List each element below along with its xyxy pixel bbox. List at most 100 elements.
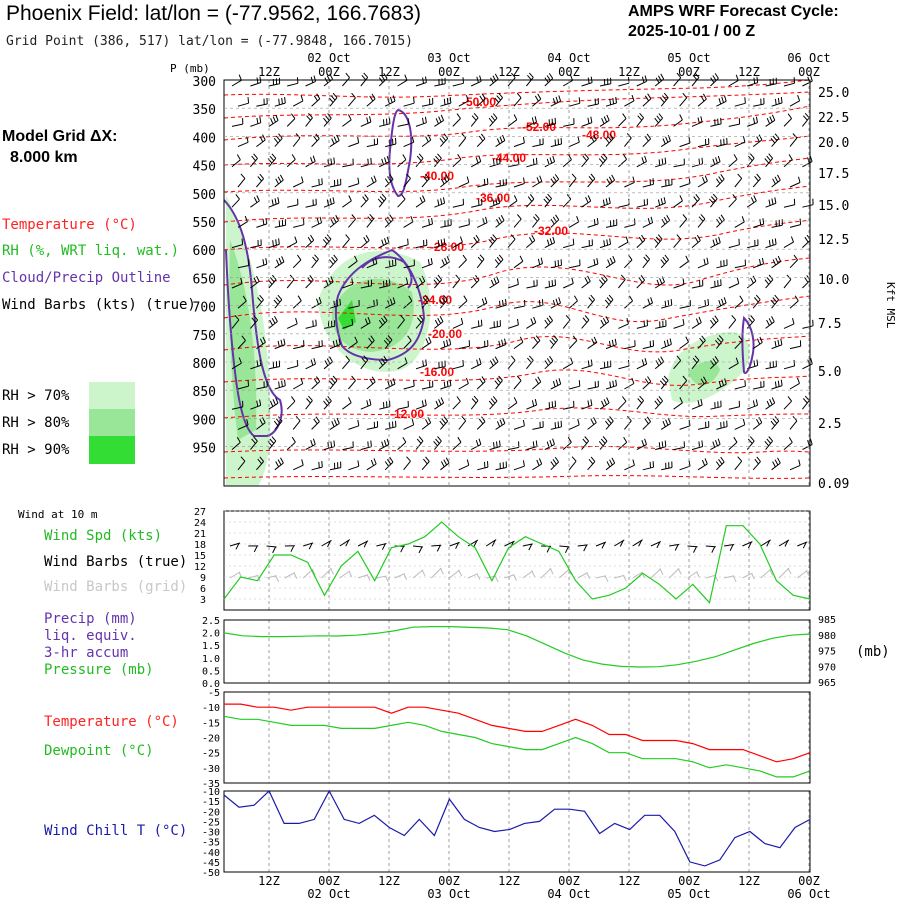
wind-barb	[403, 136, 415, 148]
pressure-tick: 500	[193, 188, 216, 203]
wind-barb	[305, 112, 313, 127]
pressure-tick-right: 980	[818, 631, 836, 642]
wind-barb	[495, 134, 506, 148]
height-tick: 20.0	[818, 136, 849, 151]
wind-barb	[691, 157, 704, 168]
wind-barb-grid	[449, 569, 463, 579]
wind-barb	[489, 157, 501, 168]
temperature-contour	[223, 257, 811, 286]
wind-barb	[746, 436, 755, 450]
wind-barb	[476, 297, 488, 309]
top-date-label: 03 Oct	[427, 51, 470, 65]
top-hour-label: 00Z	[558, 65, 580, 79]
wind-barb	[274, 338, 286, 350]
pressure-tick: 400	[193, 131, 216, 146]
wind-barb	[526, 157, 538, 168]
wind-barb	[765, 238, 777, 249]
height-tick: 7.5	[818, 317, 841, 332]
wind-barb	[328, 375, 338, 390]
wind-barb	[544, 315, 554, 329]
wind-barb	[581, 315, 590, 329]
wind-barb	[434, 114, 445, 127]
wind-barb	[581, 399, 593, 410]
wind-barb	[494, 254, 504, 269]
windchill-tick: -25	[202, 817, 220, 828]
wind-barb	[642, 416, 652, 430]
wind-barb	[440, 457, 450, 471]
wind-barb	[581, 195, 592, 208]
wind-barb	[563, 400, 575, 410]
pressure-line	[223, 626, 811, 668]
wind-barb	[642, 254, 650, 269]
wind-barb	[568, 418, 580, 430]
wind-barb	[753, 257, 764, 269]
wind-barb	[636, 234, 646, 248]
wind-barb	[348, 92, 356, 107]
wind-barb	[710, 400, 722, 410]
wind-barb	[286, 113, 296, 127]
wind-barb	[458, 218, 470, 228]
windchill-tick: -35	[202, 838, 220, 849]
wind-barb	[489, 276, 500, 289]
wind-barb	[378, 236, 390, 249]
wind-barb	[237, 215, 248, 228]
wind-barb	[673, 318, 685, 329]
bottom-date-label: 06 Oct	[787, 887, 830, 900]
wind-barb	[716, 297, 727, 309]
wind-barb	[655, 320, 667, 329]
wind-barb	[568, 295, 578, 309]
wind10-title: Wind at 10 m	[18, 508, 98, 521]
label-pressure-unit: (mb)	[856, 644, 890, 660]
wind-barb	[661, 178, 673, 188]
temp-tick: -10	[202, 703, 220, 714]
wind-barb	[783, 236, 794, 249]
wind-barb	[581, 275, 591, 289]
wind-barb	[366, 458, 377, 471]
wind-barb	[268, 360, 281, 370]
wind-barb	[618, 154, 628, 168]
temp-panel-frame	[223, 691, 811, 784]
wind-barb	[691, 235, 701, 248]
wind-barb	[256, 134, 266, 147]
bottom-hour-label: 00Z	[558, 874, 580, 888]
wind-barb	[305, 358, 316, 370]
top-hour-label: 12Z	[378, 65, 400, 79]
wind-barb	[587, 380, 599, 390]
wind-barb	[710, 236, 721, 249]
wind-barb	[581, 76, 593, 87]
wind-barb	[360, 194, 369, 208]
wind-barb	[673, 234, 682, 248]
wind-barb	[562, 436, 572, 450]
wind-barb	[477, 340, 489, 350]
wind-barb-true	[431, 544, 442, 552]
wind-barb	[489, 356, 499, 370]
wind-barb	[605, 174, 616, 188]
temperature-contour	[223, 105, 811, 141]
wind-barb	[783, 359, 796, 370]
wind-barb	[231, 238, 244, 249]
wind-barb	[746, 315, 755, 329]
wind-barb	[384, 378, 396, 390]
legend-rh: RH (%, WRT liq. wat.)	[2, 243, 180, 259]
wind-barb	[495, 417, 506, 430]
wind-barb-true	[467, 539, 479, 547]
model-grid-label: Model Grid ΔX:	[2, 128, 118, 145]
label-precip-1: Precip (mm)	[44, 611, 137, 627]
wind-barb	[513, 419, 525, 430]
wind-barb	[231, 400, 244, 410]
wind-barb-grid	[522, 570, 536, 579]
wind-barb	[323, 197, 335, 208]
wind-barb	[710, 356, 719, 370]
pressure-tick: 800	[193, 357, 216, 372]
wind-barbs-upper	[231, 72, 814, 471]
wind-barb	[765, 360, 777, 370]
wind-barb	[415, 275, 426, 289]
wind-barb	[710, 279, 722, 289]
wind-barb-grid	[577, 572, 591, 579]
temperature-contour	[223, 407, 811, 419]
wind-barb	[752, 294, 761, 309]
wind-barb	[403, 173, 411, 188]
wind-barb	[495, 338, 507, 350]
wind-barb	[360, 440, 372, 451]
wind-barb	[231, 118, 244, 127]
